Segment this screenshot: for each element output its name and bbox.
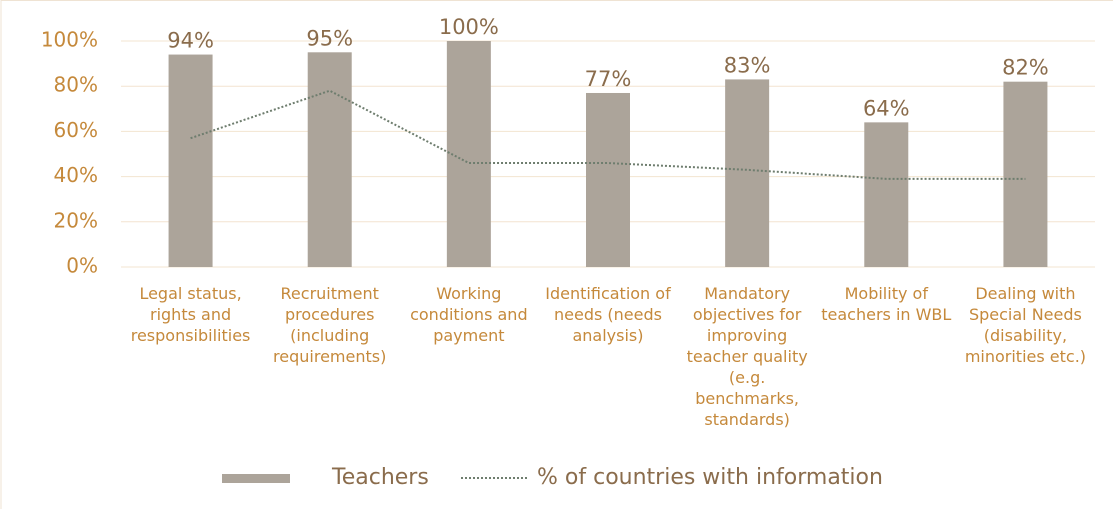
data-label: 95% xyxy=(306,26,353,50)
bar xyxy=(586,92,630,267)
bar xyxy=(864,122,909,267)
y-tick-label: 0% xyxy=(66,254,98,278)
data-label: 83% xyxy=(724,53,771,77)
x-tick-label: Legal status, rights and responsibilitie… xyxy=(130,284,251,345)
y-tick-label: 80% xyxy=(54,73,98,97)
y-tick-label: 60% xyxy=(54,118,98,142)
y-tick-label: 100% xyxy=(41,28,98,52)
data-label: 94% xyxy=(167,29,214,53)
x-tick-label: Dealing with Special Needs (disability, … xyxy=(964,284,1087,366)
bar xyxy=(446,41,491,267)
line xyxy=(190,89,1026,180)
legend-swatch xyxy=(222,474,290,483)
x-tick-label: Identification of needs (needs analysis) xyxy=(545,284,671,345)
x-tick-label: Mandatory objectives for improving teach… xyxy=(686,284,808,429)
data-label: 82% xyxy=(1002,56,1049,80)
y-tick-label: 20% xyxy=(54,208,98,232)
bar xyxy=(725,79,770,267)
data-label: 77% xyxy=(585,67,632,91)
x-tick-label: Recruitment procedures (including requir… xyxy=(273,284,387,366)
legend-label: % of countries with information xyxy=(537,465,883,490)
x-tick-label: Working conditions and payment xyxy=(410,284,528,345)
bar xyxy=(168,54,213,268)
data-label: 64% xyxy=(863,96,910,120)
x-tick-label: Mobility of teachers in WBL xyxy=(821,284,952,324)
data-label: 100% xyxy=(439,15,499,39)
bar xyxy=(1003,81,1048,268)
y-tick-label: 40% xyxy=(54,163,98,187)
bar xyxy=(307,52,352,267)
legend-label: Teachers xyxy=(331,465,429,490)
